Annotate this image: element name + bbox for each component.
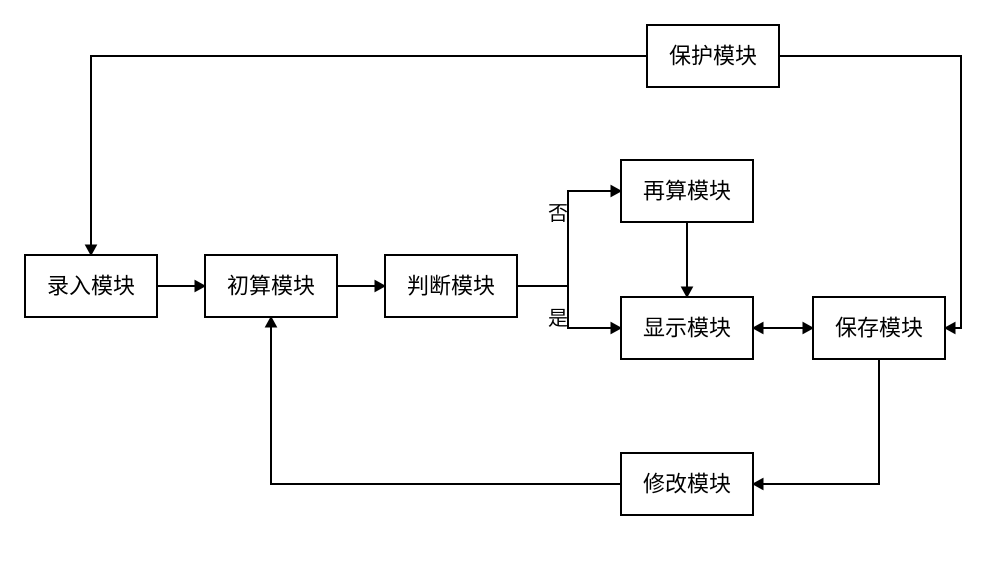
- node-protect: 保护模块: [647, 25, 779, 87]
- edge-label: 否: [548, 203, 568, 225]
- node-modify: 修改模块: [621, 453, 753, 515]
- edge: [779, 56, 961, 328]
- node-display: 显示模块: [621, 297, 753, 359]
- node-label: 修改模块: [643, 472, 731, 497]
- edge: [568, 286, 621, 328]
- node-recalc: 再算模块: [621, 160, 753, 222]
- node-label: 录入模块: [47, 274, 135, 299]
- node-label: 再算模块: [643, 179, 731, 204]
- node-initcalc: 初算模块: [205, 255, 337, 317]
- node-label: 保护模块: [669, 44, 757, 69]
- edge-label: 是: [548, 308, 568, 330]
- flowchart-diagram: 否是 保护模块再算模块录入模块 初算模块 判断模块显示模块 保存模块修改模块: [0, 0, 1000, 562]
- node-label: 保存模块: [835, 316, 923, 341]
- edge: [91, 56, 647, 255]
- node-judge: 判断模块: [385, 255, 517, 317]
- node-save: 保存模块: [813, 297, 945, 359]
- edge: [517, 191, 621, 286]
- edge: [753, 359, 879, 484]
- node-label: 初算模块: [227, 274, 315, 299]
- edge: [271, 317, 621, 484]
- node-label: 判断模块: [407, 274, 495, 299]
- node-label: 显示模块: [643, 316, 731, 341]
- node-input: 录入模块: [25, 255, 157, 317]
